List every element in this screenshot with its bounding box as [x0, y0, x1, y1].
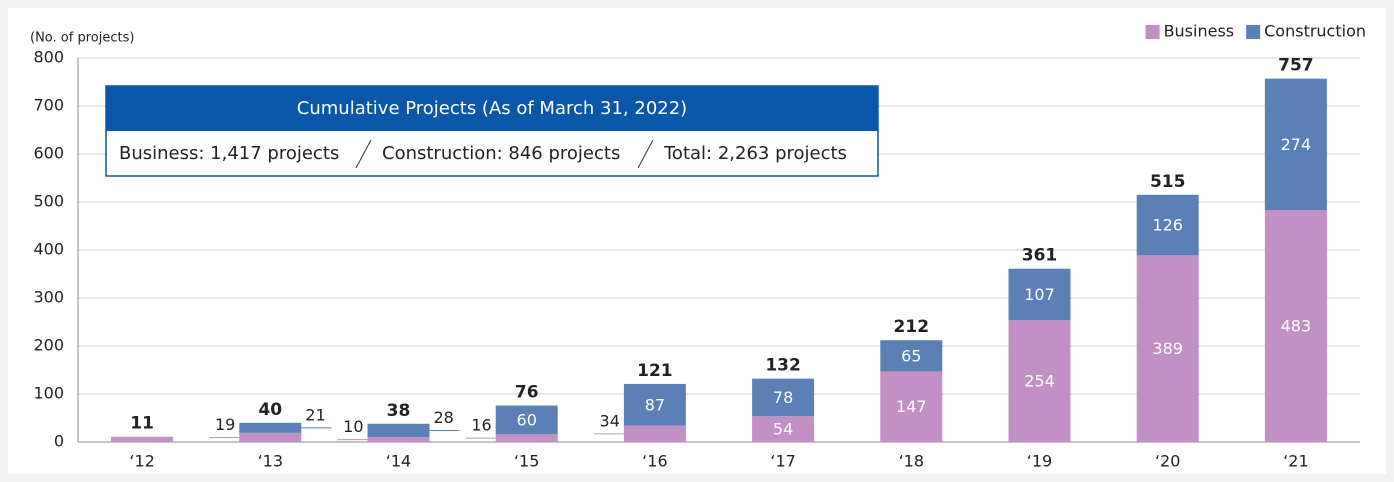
- legend-swatch: [1246, 25, 1261, 39]
- bar-segment: [623, 425, 686, 442]
- annotation-box: Cumulative Projects (As of March 31, 202…: [105, 85, 879, 177]
- x-tick-label: ‘17: [770, 452, 795, 471]
- separator: [355, 139, 372, 169]
- total-label: 132: [765, 356, 801, 376]
- value-label: 107: [1024, 285, 1055, 304]
- annotation-header: [106, 86, 878, 131]
- x-tick-label: ‘15: [514, 452, 539, 471]
- value-label: 126: [1152, 216, 1183, 235]
- bar-segment: [367, 437, 430, 442]
- y-tick-label: 600: [33, 144, 64, 163]
- bar-segment: [1136, 194, 1199, 256]
- y-axis-label: (No. of projects): [30, 31, 134, 46]
- x-tick-label: ‘19: [1027, 452, 1052, 471]
- y-tick-label: 100: [33, 384, 64, 403]
- annotation-item: Total: 2,263 projects: [663, 143, 847, 164]
- y-tick-label: 800: [33, 48, 64, 67]
- x-tick-label: ‘16: [642, 452, 667, 471]
- y-tick-label: 0: [54, 432, 64, 451]
- y-tick-label: 700: [33, 96, 64, 115]
- legend-swatch: [1145, 25, 1160, 39]
- total-label: 757: [1278, 56, 1314, 76]
- value-label: 483: [1281, 317, 1312, 336]
- y-tick-label: 500: [33, 192, 64, 211]
- total-label: 212: [894, 317, 930, 337]
- value-label: 19: [215, 415, 235, 434]
- bar-segment: [367, 423, 430, 438]
- total-label: 76: [515, 383, 539, 403]
- value-label: 54: [773, 420, 793, 439]
- x-tick-label: ‘21: [1283, 452, 1308, 471]
- value-label: 389: [1152, 339, 1183, 358]
- value-label: 147: [896, 397, 927, 416]
- bar-segment: [1008, 268, 1071, 321]
- x-tick-label: ‘18: [899, 452, 924, 471]
- value-label: 34: [600, 411, 620, 430]
- value-label: 254: [1024, 372, 1055, 391]
- total-label: 40: [258, 400, 282, 420]
- value-label: 60: [517, 410, 537, 429]
- bar-segment: [239, 432, 302, 442]
- total-label: 515: [1150, 172, 1186, 192]
- bar-segment: [111, 436, 174, 442]
- total-label: 11: [130, 414, 154, 434]
- bar-segment: [880, 340, 943, 372]
- legend-label: Business: [1164, 22, 1235, 41]
- value-label: 10: [343, 417, 363, 436]
- y-tick-label: 300: [33, 288, 64, 307]
- y-tick-label: 400: [33, 240, 64, 259]
- bar-segment: [239, 422, 302, 433]
- x-tick-label: ‘12: [129, 452, 154, 471]
- bar-segment: [623, 383, 686, 426]
- bar-segment: [1264, 210, 1327, 442]
- annotation-item: Business: 1,417 projects: [119, 143, 339, 164]
- bar-segment: [752, 416, 815, 442]
- bar-segment: [880, 371, 943, 442]
- bar-segment: [495, 434, 558, 442]
- total-label: 38: [387, 401, 411, 421]
- bar-segment: [1264, 78, 1327, 211]
- bar-segment: [752, 378, 815, 417]
- annotation-title: Cumulative Projects (As of March 31, 202…: [297, 98, 687, 119]
- annotation-item: Construction: 846 projects: [382, 143, 620, 164]
- total-label: 361: [1022, 246, 1058, 266]
- bar-segment: [1136, 255, 1199, 442]
- separator: [637, 139, 654, 169]
- value-label: 16: [471, 416, 491, 435]
- legend-label: Construction: [1264, 22, 1366, 41]
- x-tick-label: ‘13: [258, 452, 283, 471]
- y-tick-label: 200: [33, 336, 64, 355]
- value-label: 21: [305, 405, 325, 424]
- total-label: 121: [637, 361, 673, 381]
- x-tick-label: ‘14: [386, 452, 411, 471]
- bar-segment: [495, 405, 558, 435]
- value-label: 87: [645, 395, 665, 414]
- value-label: 274: [1281, 135, 1312, 154]
- x-tick-label: ‘20: [1155, 452, 1180, 471]
- value-label: 28: [434, 408, 454, 427]
- value-label: 78: [773, 388, 793, 407]
- value-label: 65: [901, 346, 921, 365]
- bar-segment: [1008, 320, 1071, 442]
